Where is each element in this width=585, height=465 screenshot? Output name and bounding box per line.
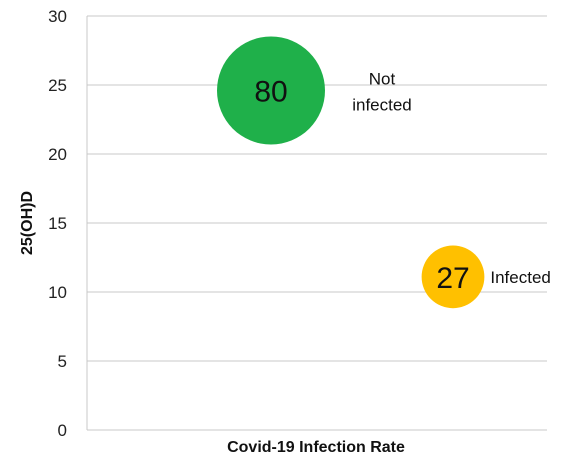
bubble-infected (421, 245, 485, 309)
bubble-value-label: 27 (436, 262, 469, 295)
y-axis-ticks: 0 5 10 15 20 25 30 (48, 7, 67, 440)
bubble-not-infected (217, 36, 325, 145)
y-tick-label: 30 (48, 7, 67, 26)
y-axis-title: 25(OH)D (19, 191, 36, 255)
bubbles: 80 Not infected 27 Infected (217, 36, 551, 309)
y-tick-label: 15 (48, 214, 67, 233)
y-tick-label: 10 (48, 283, 67, 302)
bubble-value-label: 80 (254, 76, 287, 109)
bubble-category-label: Infected (490, 268, 551, 287)
x-axis-title: Covid-19 Infection Rate (227, 439, 405, 456)
y-tick-label: 5 (58, 352, 67, 371)
y-tick-label: 25 (48, 76, 67, 95)
bubble-category-label: Not (369, 70, 396, 89)
y-tick-label: 0 (58, 421, 67, 440)
y-tick-label: 20 (48, 145, 67, 164)
bubble-category-label: infected (352, 96, 412, 115)
